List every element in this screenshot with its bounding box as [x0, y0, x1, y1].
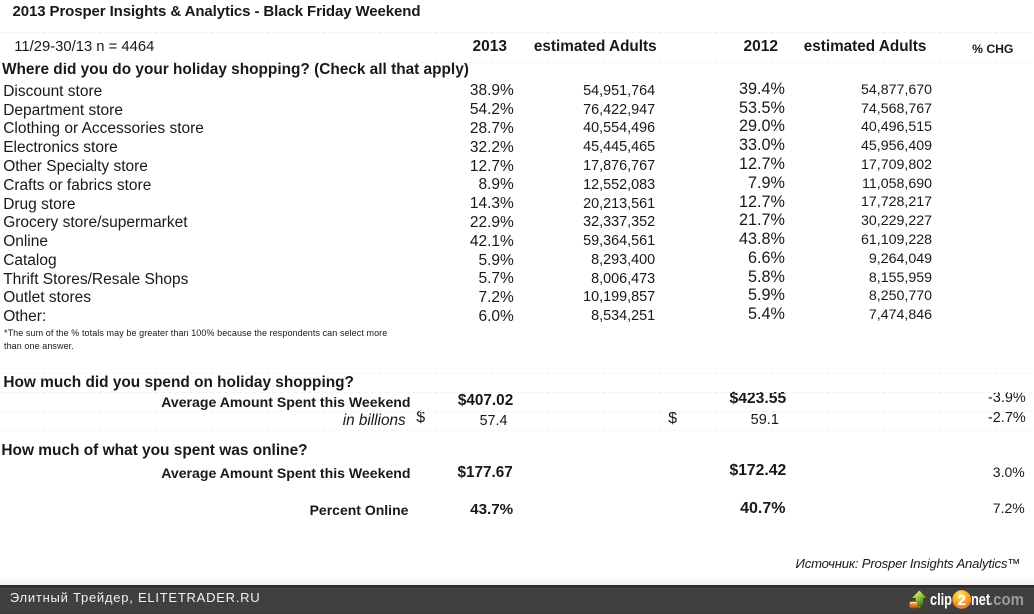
svg-text:2: 2: [957, 592, 965, 609]
